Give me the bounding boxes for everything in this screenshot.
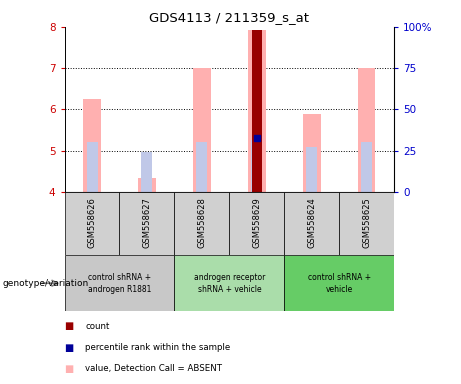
Text: ■: ■ [65, 343, 74, 353]
Text: GSM558626: GSM558626 [88, 197, 96, 248]
Text: value, Detection Call = ABSENT: value, Detection Call = ABSENT [85, 364, 222, 373]
Text: GSM558627: GSM558627 [142, 197, 152, 248]
Bar [339, 192, 394, 255]
Bar [174, 255, 284, 311]
Bar [119, 192, 174, 255]
Bar [83, 99, 101, 192]
Bar [358, 68, 375, 192]
Bar [65, 192, 119, 255]
Text: GSM558624: GSM558624 [307, 197, 316, 248]
Bar [284, 192, 339, 255]
Text: GSM558625: GSM558625 [362, 197, 371, 248]
Title: GDS4113 / 211359_s_at: GDS4113 / 211359_s_at [149, 11, 309, 24]
Bar [252, 30, 262, 192]
Bar [196, 142, 207, 192]
Text: control shRNA +
androgen R1881: control shRNA + androgen R1881 [88, 273, 151, 294]
Text: count: count [85, 322, 110, 331]
Bar [87, 142, 98, 192]
Bar [229, 192, 284, 255]
Text: ■: ■ [65, 364, 74, 374]
Bar [138, 177, 156, 192]
Bar [284, 255, 394, 311]
Bar [303, 114, 320, 192]
Text: GSM558628: GSM558628 [197, 197, 207, 248]
Text: genotype/variation: genotype/variation [2, 279, 89, 288]
Bar [174, 192, 229, 255]
Text: ■: ■ [65, 321, 74, 331]
Bar [248, 30, 266, 192]
Text: GSM558629: GSM558629 [252, 197, 261, 248]
Text: androgen receptor
shRNA + vehicle: androgen receptor shRNA + vehicle [194, 273, 265, 294]
Bar [65, 255, 174, 311]
Text: percentile rank within the sample: percentile rank within the sample [85, 343, 230, 352]
Bar [361, 142, 372, 192]
Bar [142, 152, 153, 192]
Bar [251, 141, 262, 192]
Bar [193, 68, 211, 192]
Text: control shRNA +
vehicle: control shRNA + vehicle [307, 273, 371, 294]
Bar [306, 147, 317, 192]
